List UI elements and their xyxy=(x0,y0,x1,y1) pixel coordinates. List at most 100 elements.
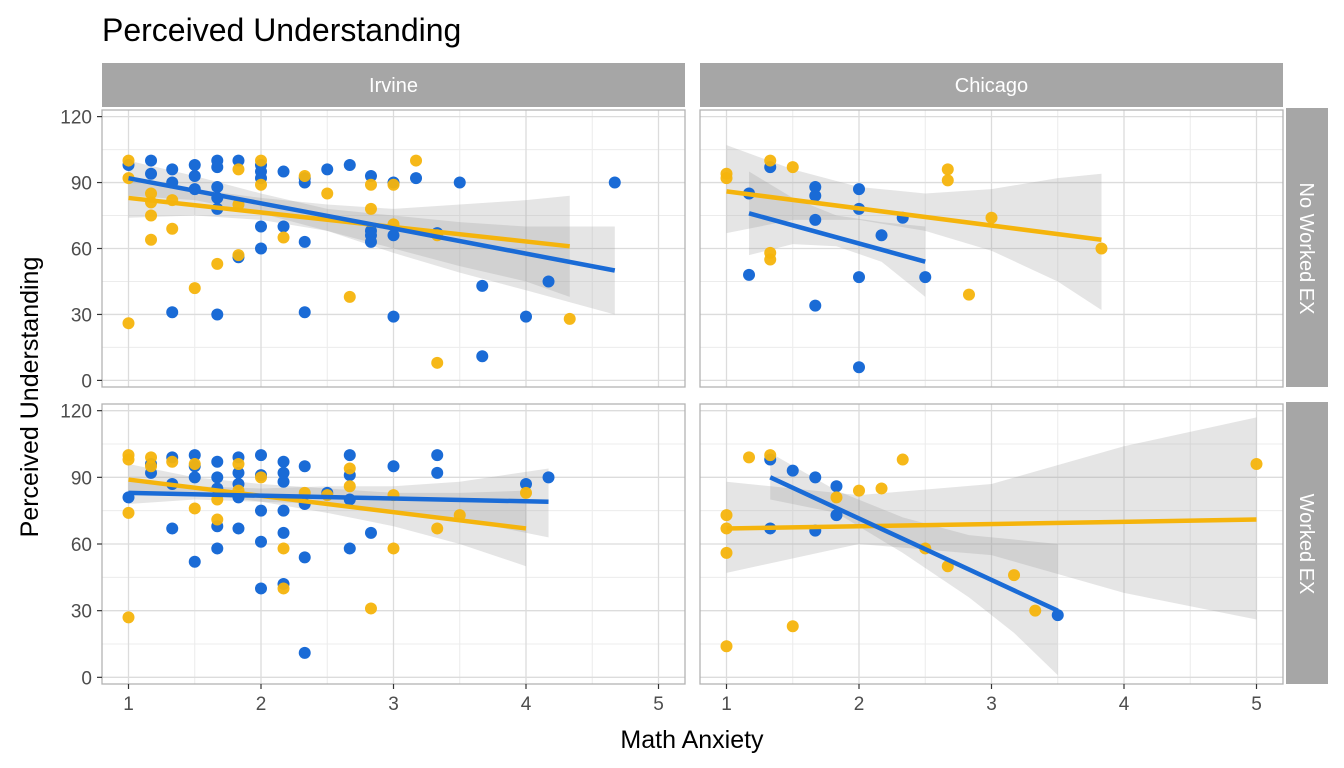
data-point-gold xyxy=(720,546,733,559)
data-point-gold xyxy=(145,451,158,464)
data-point-gold xyxy=(1029,604,1042,617)
data-point-gold xyxy=(364,202,377,215)
data-point-blue xyxy=(853,271,865,284)
data-point-gold xyxy=(896,453,909,466)
data-point-gold xyxy=(764,253,777,266)
panels-layer: 0 30 60 90 120 1 2 3 4 5 0 30 60 90 120 1 2 3 4 5 Irvine Chic… xyxy=(60,63,1328,715)
data-point-blue xyxy=(387,460,400,473)
data-point-gold xyxy=(122,317,135,330)
data-point-gold xyxy=(410,154,423,167)
data-point-blue xyxy=(255,582,267,595)
data-point-blue xyxy=(542,275,555,288)
panel-border xyxy=(699,109,1284,388)
data-point-blue xyxy=(608,176,621,189)
data-point-gold xyxy=(1008,569,1021,582)
data-point-blue xyxy=(211,308,224,321)
data-point-gold xyxy=(122,154,135,167)
data-point-blue xyxy=(743,268,756,281)
data-point-gold xyxy=(431,522,444,535)
data-point-gold xyxy=(387,542,400,555)
x-tick-label: 3 xyxy=(388,694,399,715)
panel-chicago-no-worked-ex xyxy=(699,109,1284,388)
data-point-gold xyxy=(277,231,290,244)
data-point-gold xyxy=(232,458,245,470)
data-point-gold xyxy=(343,462,356,475)
data-point-gold xyxy=(720,509,733,522)
data-point-gold xyxy=(962,288,975,301)
data-point-gold xyxy=(764,449,777,462)
data-point-gold xyxy=(786,161,799,174)
data-point-gold xyxy=(255,178,267,191)
confidence-band-gold xyxy=(726,417,1257,620)
data-point-blue xyxy=(809,180,822,193)
data-point-gold xyxy=(145,233,158,246)
panel-irvine-worked-ex: 1 2 3 4 5 0 30 60 90 120 xyxy=(60,402,686,715)
data-point-blue xyxy=(298,646,311,659)
data-point-gold xyxy=(941,163,954,176)
panel-irvine-no-worked-ex: 0 30 60 90 120 xyxy=(60,108,686,392)
data-point-gold xyxy=(343,290,356,303)
data-point-blue xyxy=(476,279,489,292)
y-tick-label: 120 xyxy=(60,402,92,423)
data-point-blue xyxy=(298,306,311,319)
data-point-blue xyxy=(321,163,334,176)
data-point-blue xyxy=(188,471,201,484)
data-point-gold xyxy=(387,178,400,191)
data-point-blue xyxy=(343,542,356,555)
data-point-gold xyxy=(211,513,224,526)
data-point-blue xyxy=(410,172,423,185)
data-point-blue xyxy=(277,504,290,517)
column-strip xyxy=(700,63,1283,107)
data-point-blue xyxy=(431,466,444,479)
data-point-blue xyxy=(277,455,290,468)
data-point-gold xyxy=(255,471,267,484)
data-point-blue xyxy=(277,165,290,178)
data-point-blue xyxy=(188,158,201,171)
row-strip xyxy=(1286,108,1328,387)
data-point-blue xyxy=(830,509,843,522)
data-point-blue xyxy=(211,180,224,193)
data-point-blue xyxy=(211,471,224,484)
data-point-blue xyxy=(387,310,400,323)
y-axis-title: Perceived Understanding xyxy=(16,257,44,538)
data-point-blue xyxy=(364,169,377,182)
data-point-blue xyxy=(542,471,555,484)
data-point-gold xyxy=(364,602,377,615)
x-tick-label: 4 xyxy=(1119,694,1130,715)
data-point-blue xyxy=(188,169,201,182)
data-point-gold xyxy=(145,209,158,222)
data-point-gold xyxy=(364,178,377,191)
data-point-gold xyxy=(122,453,135,466)
data-point-blue xyxy=(255,449,267,462)
data-point-blue xyxy=(343,449,356,462)
data-point-gold xyxy=(343,480,356,493)
data-point-blue xyxy=(343,158,356,171)
data-point-gold xyxy=(298,169,311,182)
trend-line-blue xyxy=(128,490,549,505)
data-point-gold xyxy=(188,458,201,470)
data-point-blue xyxy=(875,229,888,242)
trend-line-gold xyxy=(128,477,527,531)
data-point-blue xyxy=(277,475,290,488)
y-tick-label: 90 xyxy=(71,174,92,195)
data-point-blue xyxy=(298,235,311,248)
data-point-blue xyxy=(809,299,822,312)
data-point-blue xyxy=(211,542,224,555)
data-point-blue xyxy=(145,167,158,180)
x-tick-label: 2 xyxy=(854,694,865,715)
y-tick-label: 120 xyxy=(60,108,92,129)
data-point-blue xyxy=(145,154,158,167)
confidence-band-blue xyxy=(128,468,549,538)
data-point-blue xyxy=(809,213,822,226)
data-point-blue xyxy=(431,449,444,462)
x-tick-label: 2 xyxy=(256,694,267,715)
data-point-gold xyxy=(563,312,576,325)
trend-line-gold xyxy=(726,189,1102,242)
data-point-blue xyxy=(255,242,267,255)
x-tick-label: 1 xyxy=(123,694,134,715)
data-point-gold xyxy=(232,249,245,262)
column-strip-label: Chicago xyxy=(955,75,1028,97)
y-tick-label: 0 xyxy=(81,371,92,392)
data-point-blue xyxy=(919,271,932,284)
